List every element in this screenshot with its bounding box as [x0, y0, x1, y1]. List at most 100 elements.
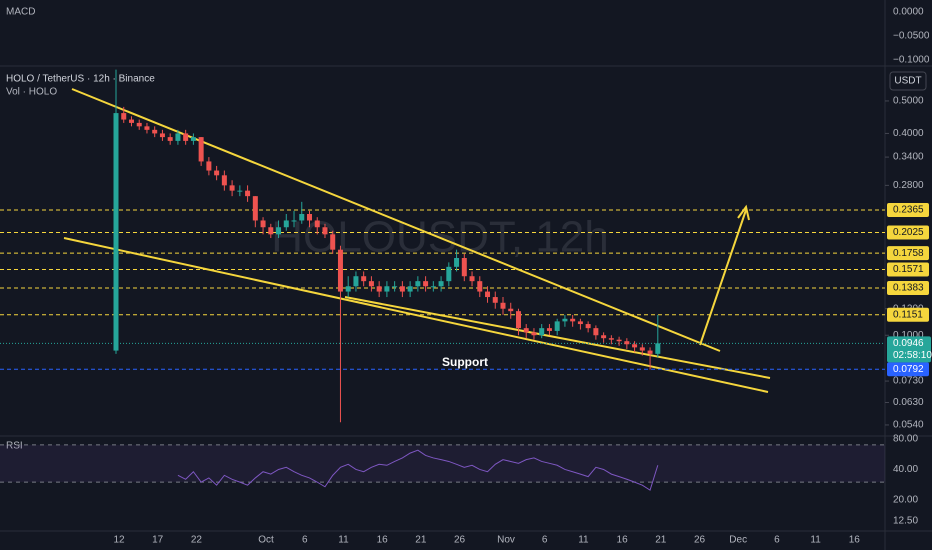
candle-body	[585, 324, 591, 329]
candle-body	[477, 281, 483, 292]
support-line	[344, 296, 771, 379]
volume-title: Vol · HOLO	[6, 87, 57, 98]
candle-body	[632, 344, 638, 348]
last-price: 0.0946	[893, 338, 924, 349]
candle-body	[601, 335, 607, 339]
level-label: 0.1571	[893, 264, 924, 275]
rsi-tick-label: 12.50	[893, 515, 918, 526]
level-badge	[887, 262, 929, 277]
level-badge	[887, 246, 929, 261]
symbol-title: HOLO / TetherUS · 12h · Binance	[6, 74, 155, 85]
candle-body	[469, 276, 475, 282]
candle-body	[500, 302, 506, 309]
candle-body	[570, 318, 576, 322]
macd-title: MACD	[6, 7, 35, 18]
candle-body	[384, 286, 390, 292]
rsi-tick-label: 80.00	[893, 434, 918, 445]
candle-body	[492, 297, 498, 303]
level-label: 0.1383	[893, 283, 924, 294]
candle-body	[376, 286, 382, 292]
candle-body	[392, 286, 398, 288]
currency[interactable]: USDT	[894, 76, 921, 87]
level-label: 0.2025	[893, 227, 924, 238]
candle-body	[485, 291, 491, 298]
x-tick-label: 16	[377, 535, 389, 546]
x-tick-label: 17	[152, 535, 164, 546]
candle-body	[368, 281, 374, 287]
candle-body	[128, 119, 134, 123]
candle-body	[655, 343, 661, 354]
macd-tick-label: 0.0000	[893, 7, 924, 18]
candle-body	[221, 175, 227, 186]
x-tick-label: 11	[338, 535, 349, 546]
candle-body	[515, 311, 521, 329]
candle-body	[121, 113, 127, 120]
candle-body	[167, 137, 173, 141]
candle-body	[252, 196, 258, 221]
candle-body	[214, 170, 220, 176]
level-badge	[887, 225, 929, 240]
x-tick-label: Nov	[497, 535, 515, 546]
countdown: 02:58:10	[893, 350, 932, 361]
candle-body	[198, 137, 204, 162]
candle-body	[407, 286, 413, 292]
candle-body	[144, 126, 150, 130]
candle-body	[593, 328, 599, 336]
level-badge	[887, 202, 929, 217]
candle-body	[190, 137, 196, 141]
x-tick-label: 6	[542, 535, 548, 546]
candle-body	[152, 129, 158, 134]
candle-body	[183, 133, 189, 141]
support-price: 0.0792	[893, 364, 924, 375]
x-tick-label: 6	[302, 535, 308, 546]
level-label: 0.2365	[893, 205, 924, 216]
x-tick-label: 22	[191, 535, 203, 546]
x-tick-label: 26	[454, 535, 466, 546]
annotation: Support	[442, 355, 488, 369]
candle-body	[291, 220, 297, 222]
y-tick-label: 0.2800	[893, 180, 924, 191]
candle-body	[353, 276, 359, 287]
last-price-badge	[887, 336, 931, 363]
y-tick-label: 0.0630	[893, 397, 924, 408]
candle-body	[136, 122, 142, 127]
candle-body	[438, 281, 444, 287]
candle-body	[159, 133, 165, 138]
x-tick-label: 11	[578, 535, 589, 546]
candle-body	[624, 341, 630, 345]
x-tick-label: 26	[694, 535, 706, 546]
candle-body	[345, 286, 351, 292]
candle-body	[531, 332, 537, 336]
level-label: 0.1758	[893, 248, 924, 259]
rsi-band	[0, 444, 885, 483]
level-badge	[887, 307, 929, 322]
candle-body	[245, 190, 251, 197]
rsi-tick-label: 20.00	[893, 495, 918, 506]
rsi-tick-label: 40.00	[893, 464, 918, 475]
candle-body	[608, 338, 614, 340]
candle-body	[314, 220, 320, 228]
y-tick-label: 0.3400	[893, 152, 924, 163]
candle-body	[206, 161, 212, 171]
candle-body	[454, 258, 460, 267]
candle-body	[260, 220, 266, 228]
y-tick-label: 0.5000	[893, 96, 924, 107]
x-tick-label: Dec	[729, 535, 747, 546]
candle-body	[546, 328, 552, 331]
candle-body	[268, 227, 274, 235]
currency-button[interactable]	[889, 71, 927, 91]
support-badge	[887, 362, 929, 377]
macd-tick-label: −0.1000	[893, 55, 930, 66]
x-tick-label: 16	[617, 535, 629, 546]
macd-tick-label: −0.0500	[893, 31, 930, 42]
candle-body	[554, 321, 560, 331]
candle-body	[276, 227, 282, 235]
rsi-title: RSI	[6, 441, 23, 452]
candle-body	[639, 347, 645, 351]
arrow-head	[737, 204, 750, 221]
y-tick-label: 0.1000	[893, 330, 924, 341]
candle-body	[322, 227, 328, 235]
candle-body	[299, 213, 305, 221]
candle-body	[647, 350, 653, 354]
candle-body	[461, 258, 467, 277]
